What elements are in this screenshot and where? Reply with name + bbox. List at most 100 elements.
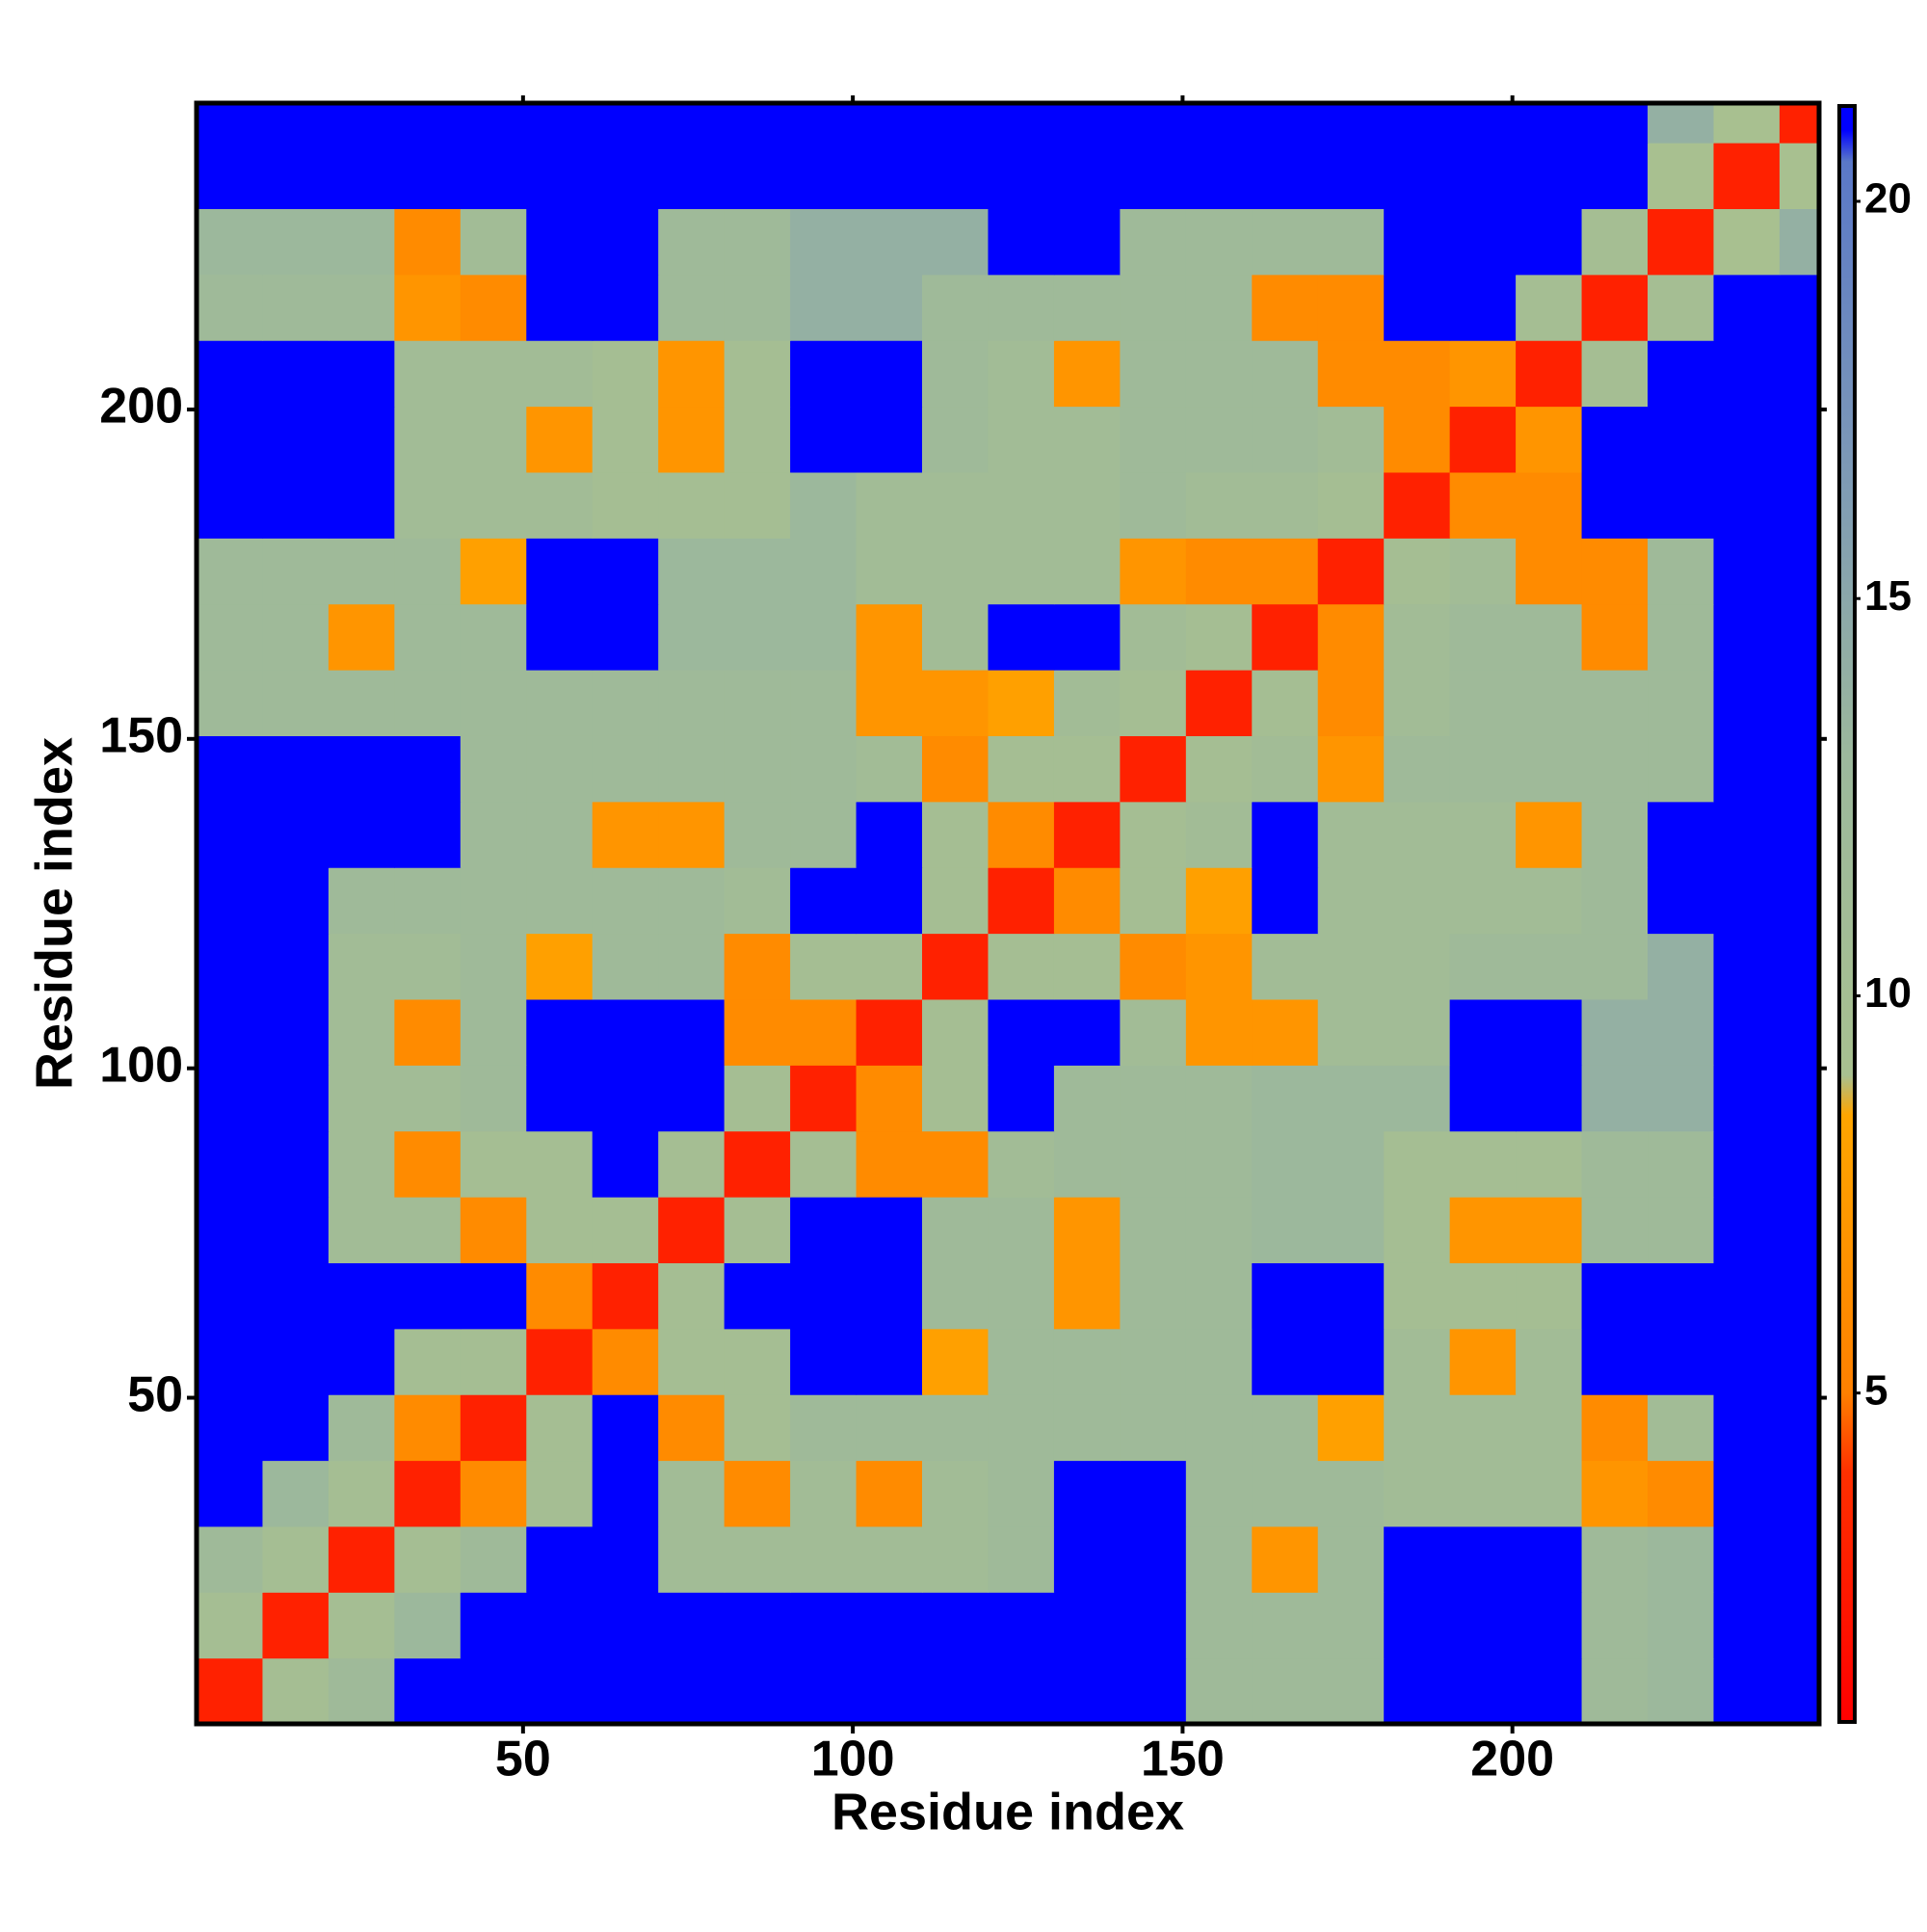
heatmap-cell — [460, 103, 527, 144]
heatmap-cell — [658, 1394, 726, 1462]
heatmap-cell — [790, 103, 858, 144]
heatmap-cell — [526, 1394, 594, 1462]
heatmap-cell — [1120, 1525, 1187, 1593]
heatmap-cell — [724, 603, 791, 671]
heatmap-cell — [1449, 274, 1517, 341]
heatmap-cell — [328, 933, 395, 1000]
heatmap-cell — [724, 1525, 791, 1593]
heatmap-cell — [592, 1592, 659, 1659]
heatmap-cell — [658, 998, 726, 1066]
heatmap-cell — [1120, 340, 1187, 408]
heatmap-cell — [1053, 1460, 1121, 1527]
heatmap-cell — [1713, 538, 1781, 605]
heatmap-cell — [1449, 603, 1517, 671]
heatmap-cell — [724, 208, 791, 276]
heatmap-cell — [460, 867, 527, 935]
heatmap-cell — [592, 471, 659, 539]
heatmap-cell — [1713, 1130, 1781, 1198]
heatmap-cell — [1581, 933, 1649, 1000]
heatmap-cell — [1252, 933, 1319, 1000]
heatmap-cell — [262, 933, 330, 1000]
heatmap-cell — [1384, 1657, 1451, 1725]
heatmap-cell — [988, 735, 1055, 803]
heatmap-cell — [1120, 538, 1187, 605]
heatmap-cell — [1779, 1328, 1820, 1395]
heatmap-cell — [197, 340, 264, 408]
heatmap-cell — [790, 1065, 858, 1132]
heatmap-cell — [1185, 998, 1253, 1066]
heatmap-cell — [1185, 933, 1253, 1000]
heatmap-cell — [1317, 1262, 1385, 1330]
heatmap-cell — [262, 998, 330, 1066]
heatmap-cell — [1317, 1394, 1385, 1462]
heatmap-cell — [724, 274, 791, 341]
heatmap-cell — [1449, 471, 1517, 539]
heatmap-cell — [790, 538, 858, 605]
heatmap-cell — [262, 1657, 330, 1725]
heatmap-cell — [1317, 735, 1385, 803]
heatmap-cell — [1581, 1525, 1649, 1593]
heatmap-cell — [1120, 406, 1187, 473]
heatmap-cell — [1516, 406, 1583, 473]
heatmap-cell — [394, 735, 462, 803]
heatmap-cell — [1053, 801, 1121, 868]
heatmap-cell — [460, 208, 527, 276]
heatmap-cell — [856, 735, 923, 803]
heatmap-cell — [790, 801, 858, 868]
heatmap-cell — [1581, 1592, 1649, 1659]
heatmap-cell — [1317, 998, 1385, 1066]
heatmap-cell — [1449, 1130, 1517, 1198]
heatmap-cell — [1053, 1328, 1121, 1395]
heatmap-cell — [262, 1525, 330, 1593]
heatmap-cell — [1648, 670, 1715, 736]
heatmap-cell — [592, 1394, 659, 1462]
heatmap-cell — [197, 933, 264, 1000]
heatmap-cell — [922, 1197, 990, 1263]
heatmap-cell — [526, 1130, 594, 1198]
heatmap-cell — [460, 998, 527, 1066]
heatmap-cell — [1648, 603, 1715, 671]
heatmap-cell — [1648, 1592, 1715, 1659]
heatmap-cell — [1120, 735, 1187, 803]
heatmap-cell — [328, 1328, 395, 1395]
heatmap-cell — [197, 1460, 264, 1527]
heatmap-cell — [197, 538, 264, 605]
heatmap-cell — [1317, 1525, 1385, 1593]
heatmap-cell — [856, 670, 923, 736]
heatmap-cell — [790, 867, 858, 935]
heatmap-cell — [1449, 1657, 1517, 1725]
heatmap-cell — [592, 143, 659, 209]
heatmap-cell — [1779, 208, 1820, 276]
heatmap-cell — [1779, 1130, 1820, 1198]
heatmap-cell — [1185, 1394, 1253, 1462]
heatmap-cell — [197, 1525, 264, 1593]
heatmap-cell — [262, 471, 330, 539]
heatmap-cell — [1648, 998, 1715, 1066]
heatmap-cell — [988, 143, 1055, 209]
heatmap-cell — [988, 274, 1055, 341]
heatmap-cell — [1648, 1460, 1715, 1527]
heatmap-cell — [1252, 1592, 1319, 1659]
heatmap-cell — [988, 1197, 1055, 1263]
heatmap-cell — [922, 538, 990, 605]
heatmap-cell — [1185, 1657, 1253, 1725]
heatmap-cell — [790, 274, 858, 341]
heatmap-cell — [592, 735, 659, 803]
heatmap-cell — [922, 1460, 990, 1527]
heatmap-cell — [1120, 274, 1187, 341]
heatmap-cell — [328, 1460, 395, 1527]
heatmap-cell — [1053, 1592, 1121, 1659]
colorbar-tick-label: 10 — [1864, 969, 1912, 1017]
heatmap-cell — [1053, 340, 1121, 408]
heatmap-cell — [1053, 471, 1121, 539]
heatmap-cell — [328, 1657, 395, 1725]
heatmap-cell — [592, 1262, 659, 1330]
heatmap-cell — [1779, 274, 1820, 341]
heatmap-cell — [724, 340, 791, 408]
heatmap-cell — [1581, 603, 1649, 671]
heatmap-cell — [394, 406, 462, 473]
heatmap-cell — [658, 670, 726, 736]
heatmap-cell — [658, 933, 726, 1000]
heatmap-cell — [1384, 340, 1451, 408]
